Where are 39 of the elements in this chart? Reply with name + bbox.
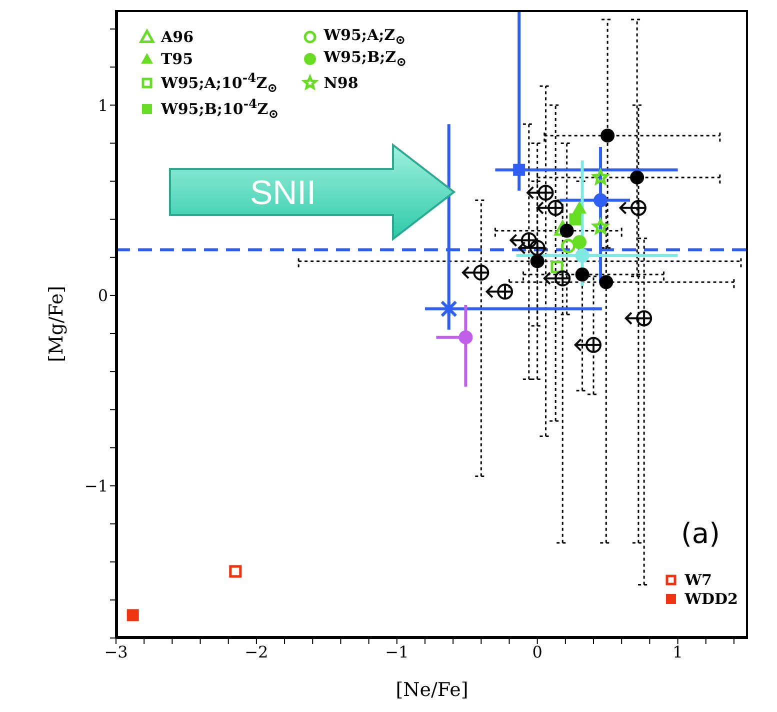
legend-label: W95;A;Z$_{⊙}$ bbox=[324, 26, 406, 47]
point bbox=[630, 170, 644, 184]
x-axis-title: [Ne/Fe] bbox=[396, 679, 468, 701]
x-tick-label: −2 bbox=[244, 642, 268, 662]
point bbox=[600, 128, 615, 143]
x-tick-label: −3 bbox=[104, 642, 128, 662]
legend-label: W95;B;Z$_{⊙}$ bbox=[324, 48, 407, 69]
point bbox=[575, 248, 590, 262]
point bbox=[530, 254, 544, 268]
legend-label: W95;B;10$^{-4}$Z$_{⊙}$ bbox=[161, 96, 279, 121]
legend-label: W7 bbox=[684, 571, 712, 589]
y-tick-label: 1 bbox=[98, 96, 108, 115]
legend-label: T95 bbox=[161, 50, 194, 68]
legend-label: A96 bbox=[161, 28, 194, 46]
annotation: (a) bbox=[680, 517, 720, 550]
x-tick-label: 1 bbox=[672, 642, 683, 662]
point bbox=[513, 164, 526, 176]
point bbox=[458, 330, 473, 344]
y-axis-title: [Mg/Fe] bbox=[46, 286, 68, 362]
point bbox=[592, 169, 608, 184]
legend-label: N98 bbox=[324, 74, 358, 92]
point bbox=[440, 300, 458, 318]
y-tick-label: 0 bbox=[98, 286, 108, 306]
point bbox=[592, 218, 608, 234]
point bbox=[560, 238, 576, 254]
x-tick-label: 0 bbox=[532, 642, 542, 662]
point bbox=[572, 235, 586, 250]
point bbox=[229, 565, 242, 578]
point bbox=[594, 193, 608, 208]
legend-label: WDD2 bbox=[684, 590, 738, 608]
point bbox=[126, 609, 139, 622]
x-tick-label: −1 bbox=[385, 642, 409, 662]
annotation: SNII bbox=[248, 172, 318, 214]
point bbox=[599, 275, 614, 290]
point bbox=[575, 268, 590, 282]
point bbox=[569, 213, 582, 226]
point bbox=[572, 200, 586, 214]
legend-label: W95;A;10$^{-4}$Z$_{⊙}$ bbox=[161, 70, 278, 95]
y-tick-label: −1 bbox=[84, 476, 108, 496]
